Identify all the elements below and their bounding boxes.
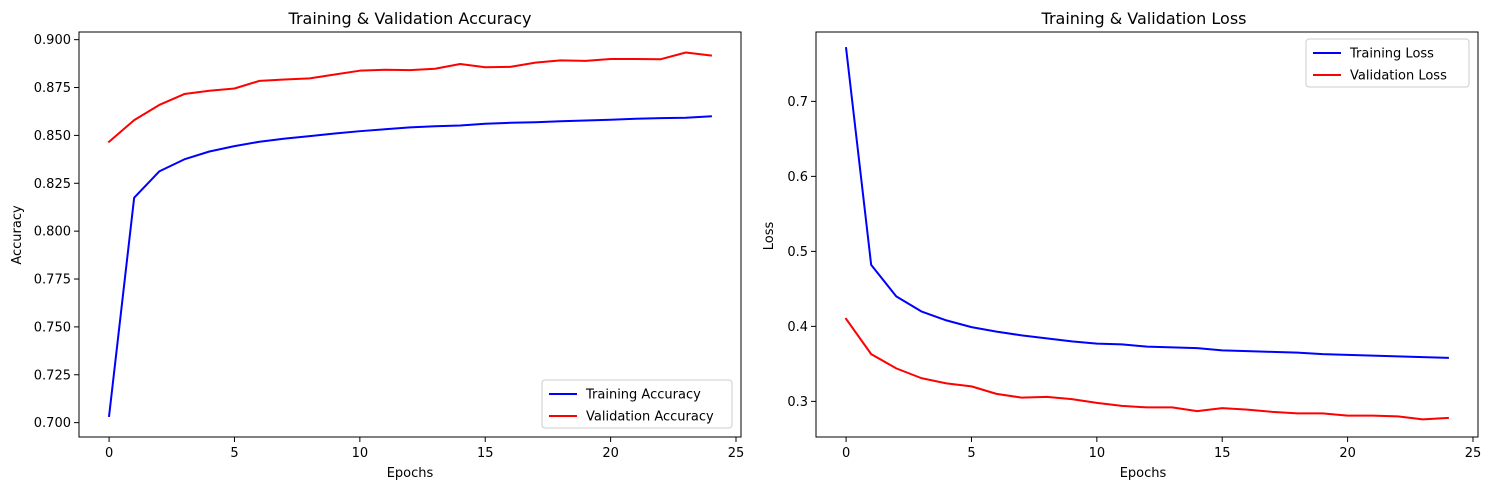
accuracy-y-tick-label: 0.850 (34, 129, 71, 144)
accuracy-y-axis-label: Accuracy (10, 205, 25, 265)
accuracy-y-tick-label: 0.725 (34, 368, 71, 383)
accuracy-x-tick-label: 25 (728, 446, 745, 461)
accuracy-series-line-training (107, 115, 712, 418)
accuracy-legend-label-validation: Validation Accuracy (586, 410, 714, 425)
loss-axes-frame (815, 31, 1479, 438)
accuracy-y-tick-label: 0.825 (34, 177, 71, 192)
accuracy-y-tick-label: 0.875 (34, 81, 71, 96)
accuracy-x-tick-label: 10 (352, 446, 369, 461)
loss-x-tick-label: 15 (1214, 446, 1231, 461)
accuracy-x-axis-label: Epochs (387, 466, 434, 481)
accuracy-y-tick-label: 0.800 (34, 225, 71, 240)
loss-series-line-training (844, 47, 1449, 359)
loss-chart-panel: Training & Validation Loss Epochs Loss 0… (762, 9, 1481, 481)
accuracy-y-tick-label: 0.700 (34, 416, 71, 431)
loss-x-tick-label: 0 (842, 446, 850, 461)
loss-y-tick-label: 0.4 (787, 320, 808, 335)
loss-x-tick-label: 20 (1339, 446, 1356, 461)
accuracy-y-tick-label: 0.900 (34, 33, 71, 48)
loss-legend-label-validation: Validation Loss (1350, 69, 1447, 84)
loss-y-tick-label: 0.3 (787, 395, 808, 410)
accuracy-legend-label-training: Training Accuracy (585, 388, 701, 403)
loss-y-tick-label: 0.5 (787, 245, 808, 260)
accuracy-x-tick-label: 5 (230, 446, 238, 461)
loss-x-tick-label: 25 (1465, 446, 1482, 461)
accuracy-x-tick-label: 15 (477, 446, 494, 461)
loss-chart-title: Training & Validation Loss (1041, 9, 1247, 28)
accuracy-x-tick-label: 0 (105, 446, 113, 461)
accuracy-chart-title: Training & Validation Accuracy (288, 9, 532, 28)
loss-x-axis-label: Epochs (1120, 466, 1167, 481)
accuracy-y-tick-label: 0.750 (34, 320, 71, 335)
accuracy-y-tick-label: 0.775 (34, 273, 71, 288)
loss-x-tick-label: 5 (967, 446, 975, 461)
loss-legend-label-training: Training Loss (1349, 47, 1434, 62)
loss-y-tick-label: 0.7 (787, 95, 808, 110)
loss-y-tick-label: 0.6 (787, 170, 808, 185)
loss-legend: Training Loss Validation Loss (1305, 38, 1470, 88)
accuracy-legend: Training Accuracy Validation Accuracy (541, 379, 733, 429)
accuracy-chart-panel: Training & Validation Accuracy Epochs Ac… (10, 9, 744, 481)
accuracy-axes-frame (78, 31, 742, 438)
loss-y-axis-label: Loss (762, 222, 777, 251)
loss-x-tick-label: 10 (1089, 446, 1106, 461)
loss-legend-box (1305, 38, 1470, 88)
loss-series-line-validation (844, 317, 1449, 421)
accuracy-legend-box (541, 379, 733, 429)
accuracy-series-line-validation (107, 51, 713, 144)
accuracy-x-tick-label: 20 (602, 446, 619, 461)
